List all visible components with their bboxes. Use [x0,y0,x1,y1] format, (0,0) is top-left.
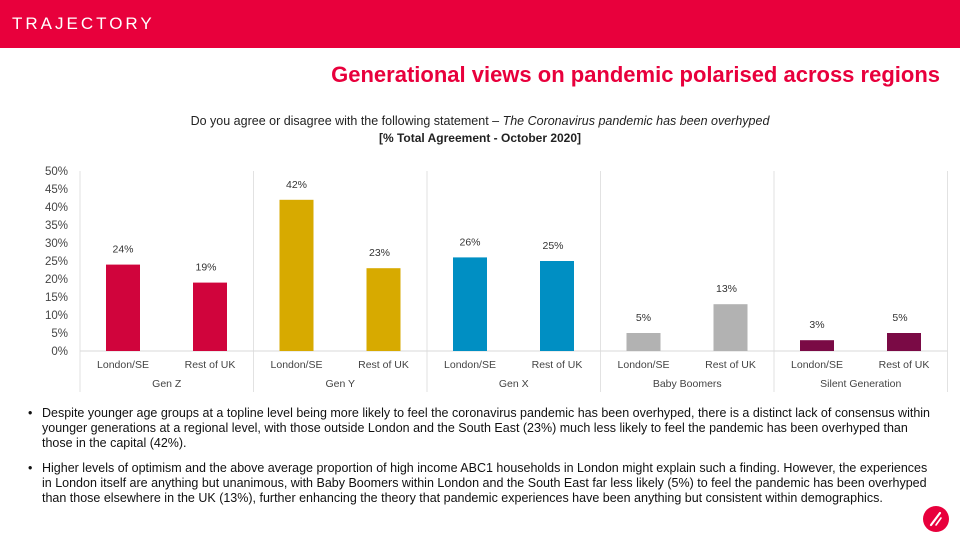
data-label: 23% [369,247,390,259]
header-bar: TRAJECTORY [0,0,960,48]
data-label: 3% [809,319,824,331]
y-tick-label: 10% [45,310,68,322]
group-label: Gen Y [325,378,355,390]
y-tick-label: 15% [45,292,68,304]
group-label: Baby Boomers [653,378,722,390]
y-tick-label: 0% [51,346,68,358]
category-label: Rest of UK [358,359,409,371]
commentary-bullet-2: Higher levels of optimism and the above … [28,461,933,506]
group-label: Gen Z [152,378,182,390]
y-tick-label: 5% [51,328,68,340]
bar [800,340,834,351]
category-label: Rest of UK [705,359,756,371]
slide-title: Generational views on pandemic polarised… [331,62,940,87]
commentary-list: Despite younger age groups at a topline … [28,406,933,516]
commentary-bullet-1: Despite younger age groups at a topline … [28,406,933,451]
data-label: 5% [636,312,651,324]
category-label: Rest of UK [879,359,930,371]
bar [106,264,140,351]
y-tick-label: 25% [45,256,68,268]
question-prefix: Do you agree or disagree with the follow… [190,114,503,128]
bar [279,199,314,351]
data-label: 25% [542,240,563,252]
brand-logo: TRAJECTORY [12,14,155,33]
group-label: Silent Generation [820,378,901,390]
bar [626,333,661,351]
category-label: London/SE [444,359,496,371]
data-label: 13% [716,283,737,295]
bar [193,282,227,351]
category-label: Rest of UK [185,359,236,371]
category-label: London/SE [791,359,843,371]
data-label: 42% [286,179,307,191]
question-statement: The Coronavirus pandemic has been overhy… [502,114,770,128]
chart-subtitle: [% Total Agreement - October 2020] [378,131,582,145]
y-tick-label: 35% [45,220,68,232]
y-tick-label: 30% [45,238,68,250]
y-tick-label: 20% [45,274,68,286]
y-tick-label: 50% [45,166,68,178]
group-label: Gen X [499,378,529,390]
bar [366,268,401,351]
data-label: 5% [892,312,907,324]
bar [540,261,574,351]
category-label: London/SE [618,359,670,371]
bar [713,304,748,351]
bar-chart: 0% 5% 10% 15% 20% 25% 30% 35% 40% 45% 50% 24% London… [45,166,948,392]
data-label: 19% [195,262,216,274]
bar [887,333,921,351]
category-label: Rest of UK [532,359,583,371]
data-label: 26% [459,236,480,248]
survey-question: Do you agree or disagree with the follow… [0,114,960,128]
category-label: London/SE [97,359,149,371]
y-tick-label: 40% [45,202,68,214]
y-tick-label: 45% [45,184,68,196]
category-label: London/SE [271,359,323,371]
trajectory-mark-icon [922,505,950,533]
data-label: 24% [112,244,133,256]
bar [453,257,487,351]
